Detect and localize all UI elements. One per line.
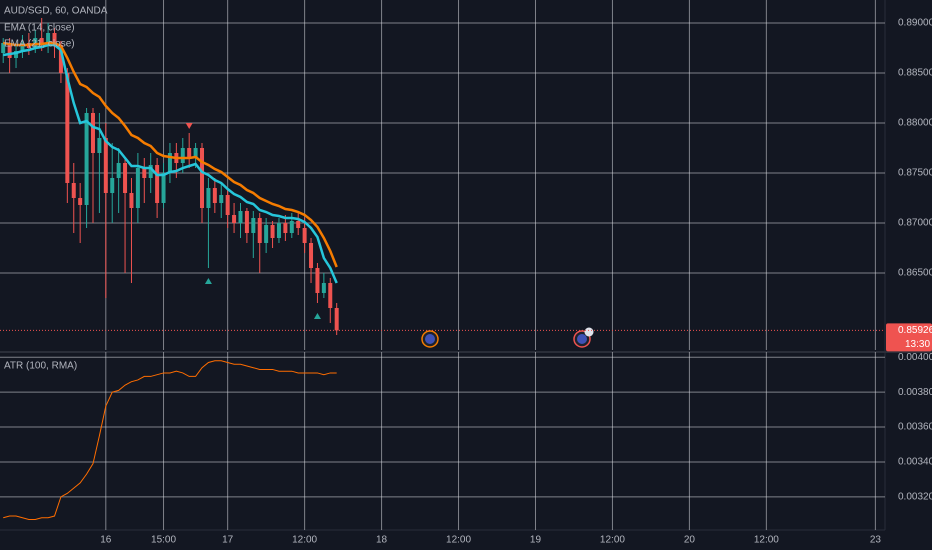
candle-body [315, 268, 320, 293]
candle-body [7, 43, 12, 58]
event-icon[interactable] [573, 327, 594, 348]
candle-body [309, 243, 314, 268]
y-tick-label: 0.89000 [898, 18, 932, 29]
x-tick-label: 20 [684, 535, 696, 546]
candle-body [225, 195, 230, 215]
indicator-line [3, 360, 337, 521]
event-flag[interactable] [425, 334, 435, 344]
candle-body [200, 148, 205, 208]
last-price-label: 0.85926 [898, 325, 932, 336]
y-tick-label: 0.00340 [898, 457, 932, 468]
x-tick-label: 12:00 [446, 535, 471, 546]
indicator-line [3, 41, 338, 268]
symbol-title: AUD/SGD, 60, OANDA [4, 6, 108, 17]
y-tick-label: 0.88000 [898, 118, 932, 129]
x-tick-label: 16 [100, 535, 112, 546]
x-tick-label: 17 [222, 535, 234, 546]
x-tick-label: 12:00 [292, 535, 317, 546]
candle-body [161, 173, 166, 203]
candle-body [1, 43, 6, 53]
candle-body [84, 113, 89, 205]
y-tick-label: 0.87000 [898, 218, 932, 229]
candle-body [116, 163, 121, 178]
candle-body [155, 165, 160, 203]
candle-body [71, 183, 76, 198]
legend-entry: EMA (14, close) [4, 23, 75, 34]
event-badge[interactable] [584, 327, 594, 337]
candle-body [129, 193, 134, 208]
candle-body [123, 163, 128, 193]
x-tick-label: 18 [376, 535, 388, 546]
legend-entry: EMA (21, close) [4, 39, 75, 50]
indicator-title: ATR (100, RMA) [4, 361, 77, 372]
x-tick-label: 23 [870, 535, 882, 546]
candle-body [244, 211, 249, 233]
y-tick-label: 0.88500 [898, 68, 932, 79]
candle-body [276, 223, 281, 238]
y-tick-label: 0.00380 [898, 387, 932, 398]
signal-marker [204, 278, 212, 284]
y-tick-label: 0.00360 [898, 422, 932, 433]
x-tick-label: 15:00 [151, 535, 176, 546]
candle-body [283, 223, 288, 233]
indicator-line [3, 43, 338, 284]
candle-body [90, 113, 95, 153]
candle-body [321, 283, 326, 293]
candle-body [180, 148, 185, 163]
legend: AUD/SGD, 60, OANDA EMA (14, close) EMA (… [4, 6, 108, 372]
candle-body [135, 168, 140, 208]
y-tick-label: 0.00320 [898, 491, 932, 502]
candle-body [110, 178, 115, 193]
candle-body [193, 148, 198, 158]
candle-body [78, 198, 83, 205]
candle-body [334, 308, 339, 331]
candle-body [212, 188, 217, 203]
candle-body [52, 33, 57, 45]
candle-body [14, 51, 19, 58]
candle-body [39, 38, 44, 43]
candle-body [302, 228, 307, 243]
y-tick-label: 0.87500 [898, 168, 932, 179]
candle-body [296, 221, 301, 228]
candle-body [289, 221, 294, 233]
signal-marker [313, 313, 321, 319]
candle-body [46, 33, 51, 43]
countdown-label: 13:30 [905, 339, 930, 350]
candle-body [264, 225, 269, 243]
y-tick-label: 0.86500 [898, 268, 932, 279]
x-tick-label: 19 [530, 535, 542, 546]
candle-body [187, 148, 192, 158]
signal-marker [185, 123, 193, 129]
candle-body [257, 218, 262, 243]
event-flag[interactable] [577, 334, 587, 344]
last-price-tag [886, 323, 932, 352]
x-tick-label: 12:00 [754, 535, 779, 546]
candle-body [97, 138, 102, 153]
x-tick-label: 12:00 [600, 535, 625, 546]
candle-body [65, 73, 70, 183]
y-tick-label: 0.00400 [898, 352, 932, 363]
candle-body [20, 43, 25, 51]
candle-body [206, 188, 211, 208]
candle-body [251, 218, 256, 233]
candle-body [142, 168, 147, 178]
event-icon[interactable] [421, 330, 439, 348]
candle-body [58, 45, 63, 73]
candle-body [219, 195, 224, 203]
candle-body [270, 225, 275, 238]
candle-body [148, 165, 153, 178]
candle-body [103, 138, 108, 193]
candle-body [238, 211, 243, 223]
candle-body [328, 283, 333, 308]
candle-body [167, 153, 172, 173]
candle-body [232, 215, 237, 223]
